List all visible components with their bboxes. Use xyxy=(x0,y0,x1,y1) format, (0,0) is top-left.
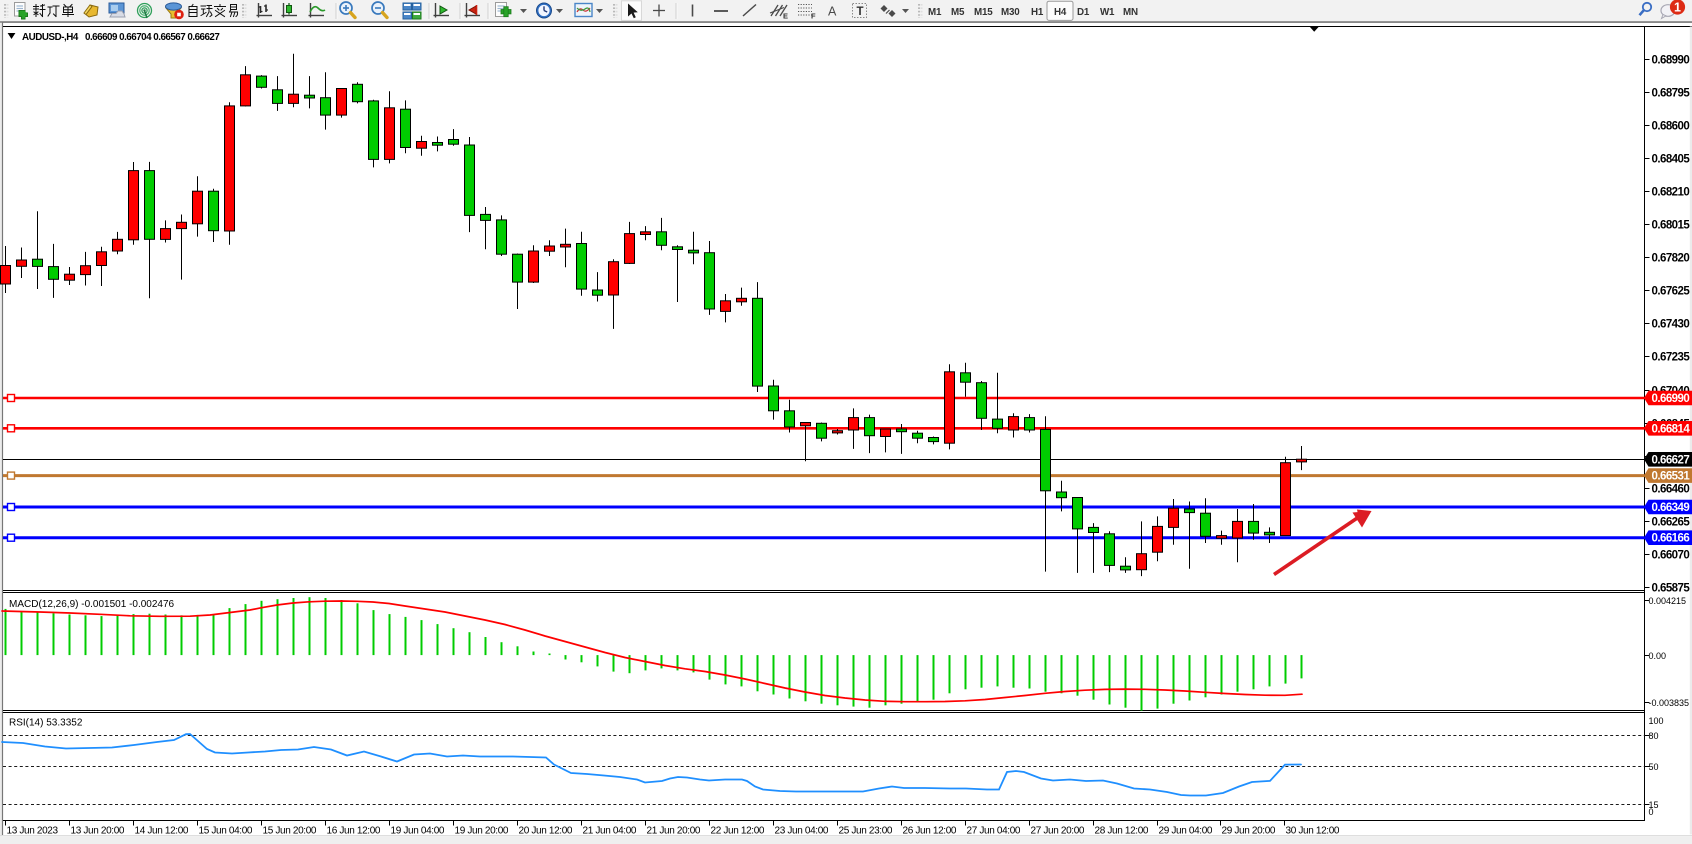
svg-text:29 Jun 20:00: 29 Jun 20:00 xyxy=(1222,826,1276,837)
svg-text:W1: W1 xyxy=(1100,7,1115,18)
svg-text:30 Jun 12:00: 30 Jun 12:00 xyxy=(1286,826,1340,837)
svg-text:1: 1 xyxy=(1674,1,1681,15)
svg-text:0.66070: 0.66070 xyxy=(1652,550,1690,562)
svg-text:MN: MN xyxy=(1123,7,1138,18)
svg-text:19 Jun 20:00: 19 Jun 20:00 xyxy=(455,826,509,837)
svg-text:15 Jun 04:00: 15 Jun 04:00 xyxy=(199,826,253,837)
svg-text:0.66531: 0.66531 xyxy=(1652,471,1691,483)
svg-text:21 Jun 04:00: 21 Jun 04:00 xyxy=(583,826,637,837)
svg-text:25 Jun 23:00: 25 Jun 23:00 xyxy=(839,826,893,837)
svg-text:15: 15 xyxy=(1649,800,1659,810)
svg-text:0.66990: 0.66990 xyxy=(1652,393,1690,405)
svg-text:H4: H4 xyxy=(1054,7,1067,18)
svg-text:0.65875: 0.65875 xyxy=(1652,583,1691,595)
svg-text:0.66166: 0.66166 xyxy=(1652,533,1690,545)
svg-text:0.66349: 0.66349 xyxy=(1652,502,1690,514)
svg-text:0.68210: 0.68210 xyxy=(1652,187,1690,199)
svg-text:0.68990: 0.68990 xyxy=(1652,55,1690,67)
svg-text:0.66460: 0.66460 xyxy=(1652,484,1690,496)
svg-text:16 Jun 12:00: 16 Jun 12:00 xyxy=(327,826,381,837)
svg-text:13 Jun 20:00: 13 Jun 20:00 xyxy=(71,826,125,837)
svg-text:20 Jun 12:00: 20 Jun 12:00 xyxy=(519,826,573,837)
svg-text:-0.003835: -0.003835 xyxy=(1649,698,1690,708)
svg-text:D1: D1 xyxy=(1077,7,1090,18)
svg-text:MACD(12,26,9) -0.001501 -0.002: MACD(12,26,9) -0.001501 -0.002476 xyxy=(9,599,175,610)
svg-text:RSI(14) 53.3352: RSI(14) 53.3352 xyxy=(9,718,83,729)
svg-text:0.67430: 0.67430 xyxy=(1652,319,1690,331)
svg-text:0.68600: 0.68600 xyxy=(1652,121,1690,133)
svg-text:M15: M15 xyxy=(974,7,993,18)
svg-text:29 Jun 04:00: 29 Jun 04:00 xyxy=(1159,826,1213,837)
svg-text:0.66627: 0.66627 xyxy=(1652,454,1690,466)
svg-text:M1: M1 xyxy=(928,7,942,18)
svg-text:15 Jun 20:00: 15 Jun 20:00 xyxy=(263,826,317,837)
svg-text:14 Jun 12:00: 14 Jun 12:00 xyxy=(135,826,189,837)
svg-text:T: T xyxy=(857,6,864,18)
svg-text:27 Jun 04:00: 27 Jun 04:00 xyxy=(967,826,1021,837)
svg-text:19 Jun 04:00: 19 Jun 04:00 xyxy=(391,826,445,837)
svg-text:F: F xyxy=(811,12,816,21)
svg-text:50: 50 xyxy=(1649,762,1659,772)
svg-text:22 Jun 12:00: 22 Jun 12:00 xyxy=(711,826,765,837)
svg-text:80: 80 xyxy=(1649,731,1659,741)
svg-text:0.67625: 0.67625 xyxy=(1652,286,1691,298)
svg-text:M5: M5 xyxy=(951,7,965,18)
svg-text:28 Jun 12:00: 28 Jun 12:00 xyxy=(1095,826,1149,837)
svg-text:A: A xyxy=(828,5,837,19)
svg-text:0.68015: 0.68015 xyxy=(1652,220,1691,232)
svg-text:M30: M30 xyxy=(1001,7,1020,18)
svg-text:0.00: 0.00 xyxy=(1649,651,1667,661)
svg-text:0.66814: 0.66814 xyxy=(1652,423,1691,435)
svg-text:0.68405: 0.68405 xyxy=(1652,154,1691,166)
svg-text:0.67820: 0.67820 xyxy=(1652,253,1690,265)
svg-text:H1: H1 xyxy=(1031,7,1044,18)
svg-text:26 Jun 12:00: 26 Jun 12:00 xyxy=(903,826,957,837)
svg-text:27 Jun 20:00: 27 Jun 20:00 xyxy=(1031,826,1085,837)
svg-text:23 Jun 04:00: 23 Jun 04:00 xyxy=(775,826,829,837)
svg-text:0.004215: 0.004215 xyxy=(1649,596,1687,606)
svg-text:AUDUSD-,H4: AUDUSD-,H4 xyxy=(22,32,79,43)
svg-text:0.67235: 0.67235 xyxy=(1652,352,1691,364)
svg-text:0.66265: 0.66265 xyxy=(1652,517,1691,529)
svg-text:100: 100 xyxy=(1649,716,1664,726)
svg-text:13 Jun 2023: 13 Jun 2023 xyxy=(7,826,59,837)
svg-text:E: E xyxy=(783,12,788,21)
svg-text:0.68795: 0.68795 xyxy=(1652,88,1691,100)
svg-text:21 Jun 20:00: 21 Jun 20:00 xyxy=(647,826,701,837)
svg-text:0: 0 xyxy=(1649,807,1654,817)
svg-text:0.66609 0.66704 0.66567 0.6662: 0.66609 0.66704 0.66567 0.66627 xyxy=(85,32,220,43)
